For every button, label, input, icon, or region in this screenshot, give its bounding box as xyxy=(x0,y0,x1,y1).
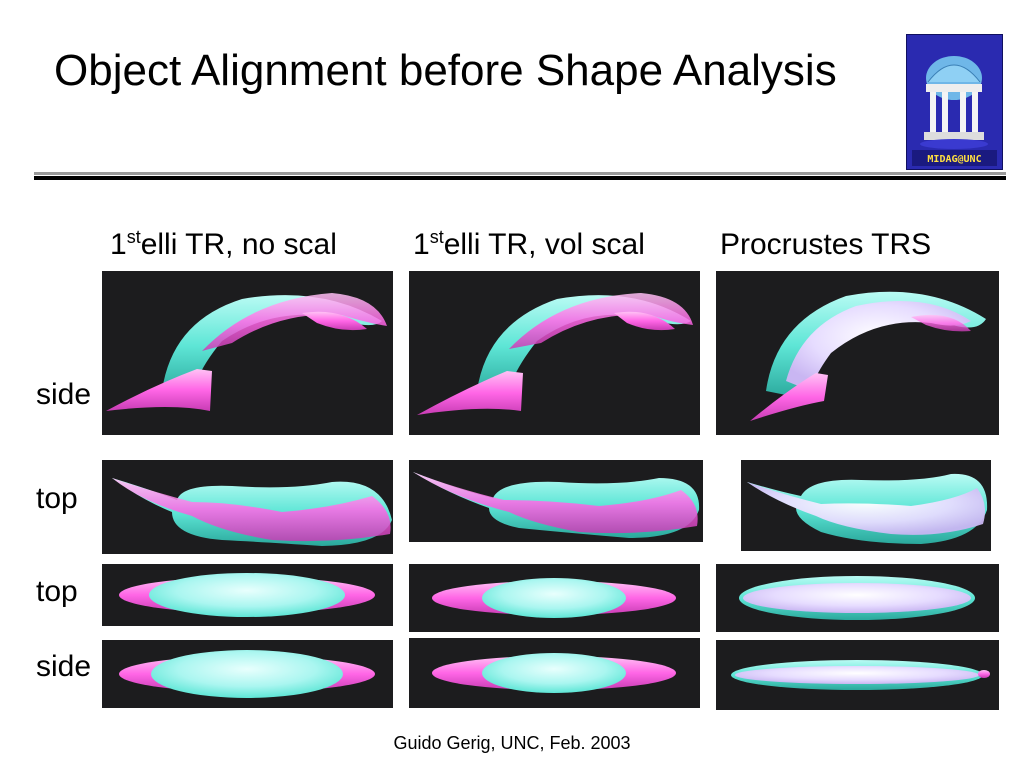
title-rule xyxy=(34,176,1006,180)
slide-footer: Guido Gerig, UNC, Feb. 2003 xyxy=(393,733,631,753)
row-label-top-1: top xyxy=(36,482,78,515)
title-rule-shadow xyxy=(34,172,1006,175)
panel-ellipsoid-top-procrustes xyxy=(716,564,999,632)
panel-side-procrustes xyxy=(716,271,999,435)
panel-side-no-scal xyxy=(102,271,393,435)
panel-top-vol-scal xyxy=(409,460,703,542)
row-label-top-2: top xyxy=(36,575,78,608)
panel-ellipsoid-side-no-scal xyxy=(102,640,393,708)
column-header-1: 1stelli TR, no scal xyxy=(110,227,337,261)
panel-top-no-scal xyxy=(102,460,393,554)
slide-title: Object Alignment before Shape Analysis xyxy=(54,46,837,95)
panel-side-vol-scal xyxy=(409,271,700,435)
row-label-side-2: side xyxy=(36,650,92,683)
panel-ellipsoid-side-procrustes xyxy=(716,640,999,710)
panel-ellipsoid-side-vol-scal xyxy=(409,638,700,708)
row-label-side-1: side xyxy=(36,378,92,411)
panel-ellipsoid-top-no-scal xyxy=(102,564,393,626)
panel-top-procrustes xyxy=(741,460,991,551)
panel-ellipsoid-top-vol-scal xyxy=(409,564,700,632)
column-header-2: 1stelli TR, vol scal xyxy=(413,227,645,261)
column-header-3: Procrustes TRS xyxy=(720,228,932,261)
midag-unc-logo: MIDAG@UNC xyxy=(905,33,1004,171)
logo-text: MIDAG@UNC xyxy=(927,154,981,165)
